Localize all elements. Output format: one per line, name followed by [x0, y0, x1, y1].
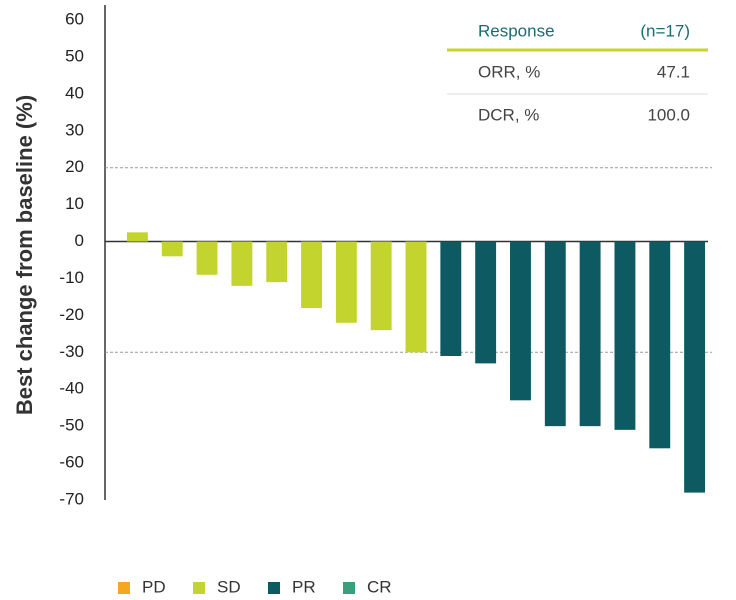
bar	[684, 241, 706, 493]
y-tick-label: 0	[75, 231, 84, 250]
y-tick-label: -60	[59, 453, 84, 472]
y-tick-label: -50	[59, 416, 84, 435]
legend-swatch	[343, 582, 355, 594]
y-tick-label: 30	[65, 120, 84, 139]
table-header: (n=17)	[640, 21, 690, 40]
bar	[266, 241, 288, 283]
legend-label: SD	[217, 577, 241, 596]
y-tick-label: -40	[59, 379, 84, 398]
y-tick-label: -10	[59, 268, 84, 287]
table-cell: ORR, %	[478, 62, 540, 81]
bar	[614, 241, 636, 430]
bar	[161, 241, 183, 257]
legend-label: PR	[292, 577, 316, 596]
bar	[370, 241, 392, 331]
bar	[544, 241, 566, 427]
table-cell: 47.1	[657, 62, 690, 81]
bar	[196, 241, 218, 275]
bar	[405, 241, 427, 353]
y-tick-label: 40	[65, 83, 84, 102]
y-tick-label: -30	[59, 342, 84, 361]
bar	[126, 232, 148, 242]
legend-label: CR	[367, 577, 392, 596]
bar	[335, 241, 357, 323]
table-cell: 100.0	[647, 105, 690, 124]
legend-swatch	[268, 582, 280, 594]
y-tick-label: 10	[65, 194, 84, 213]
table-header: Response	[478, 21, 555, 40]
legend-swatch	[118, 582, 130, 594]
y-tick-label: 60	[65, 9, 84, 28]
y-tick-label: 50	[65, 46, 84, 65]
y-tick-label: -20	[59, 305, 84, 324]
table-cell: DCR, %	[478, 105, 539, 124]
bar	[649, 241, 671, 449]
bar	[475, 241, 497, 364]
bar	[231, 241, 253, 286]
legend-label: PD	[142, 577, 166, 596]
bar	[579, 241, 601, 427]
legend-swatch	[193, 582, 205, 594]
y-tick-label: 20	[65, 157, 84, 176]
bar	[510, 241, 531, 401]
bar	[440, 241, 462, 356]
bar	[301, 241, 322, 308]
y-tick-label: -70	[59, 489, 84, 508]
y-axis-label: Best change from baseline (%)	[12, 95, 37, 415]
